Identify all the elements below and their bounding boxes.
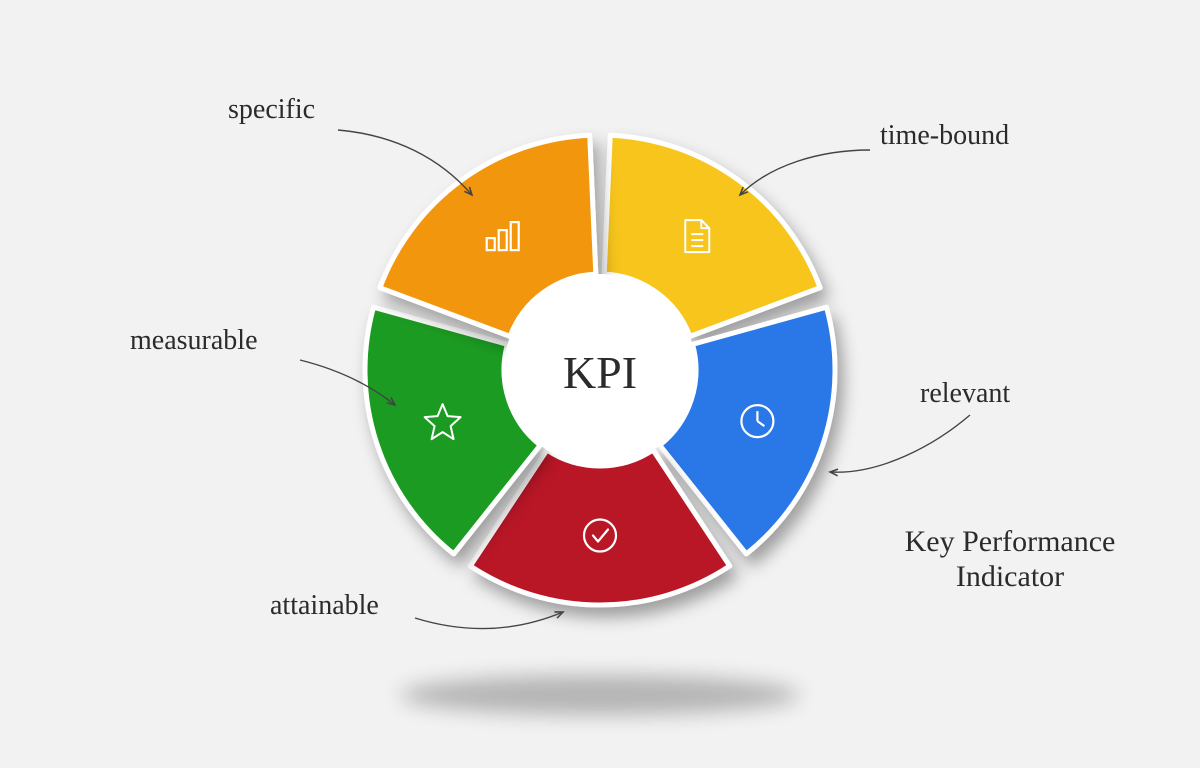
label-time-bound: time-bound [880,120,1009,152]
kpi-wheel-diagram: KPI [0,0,1200,768]
label-specific: specific [228,94,315,126]
label-attainable: attainable [270,590,379,622]
center-label: KPI [563,347,637,398]
arrow-relevant [830,415,970,472]
arrow-attainable [415,612,563,628]
label-relevant: relevant [920,378,1010,410]
arrow-time-bound [740,150,870,195]
ground-shadow [400,675,800,715]
label-measurable: measurable [130,325,258,357]
caption: Key Performance Indicator [880,525,1140,594]
